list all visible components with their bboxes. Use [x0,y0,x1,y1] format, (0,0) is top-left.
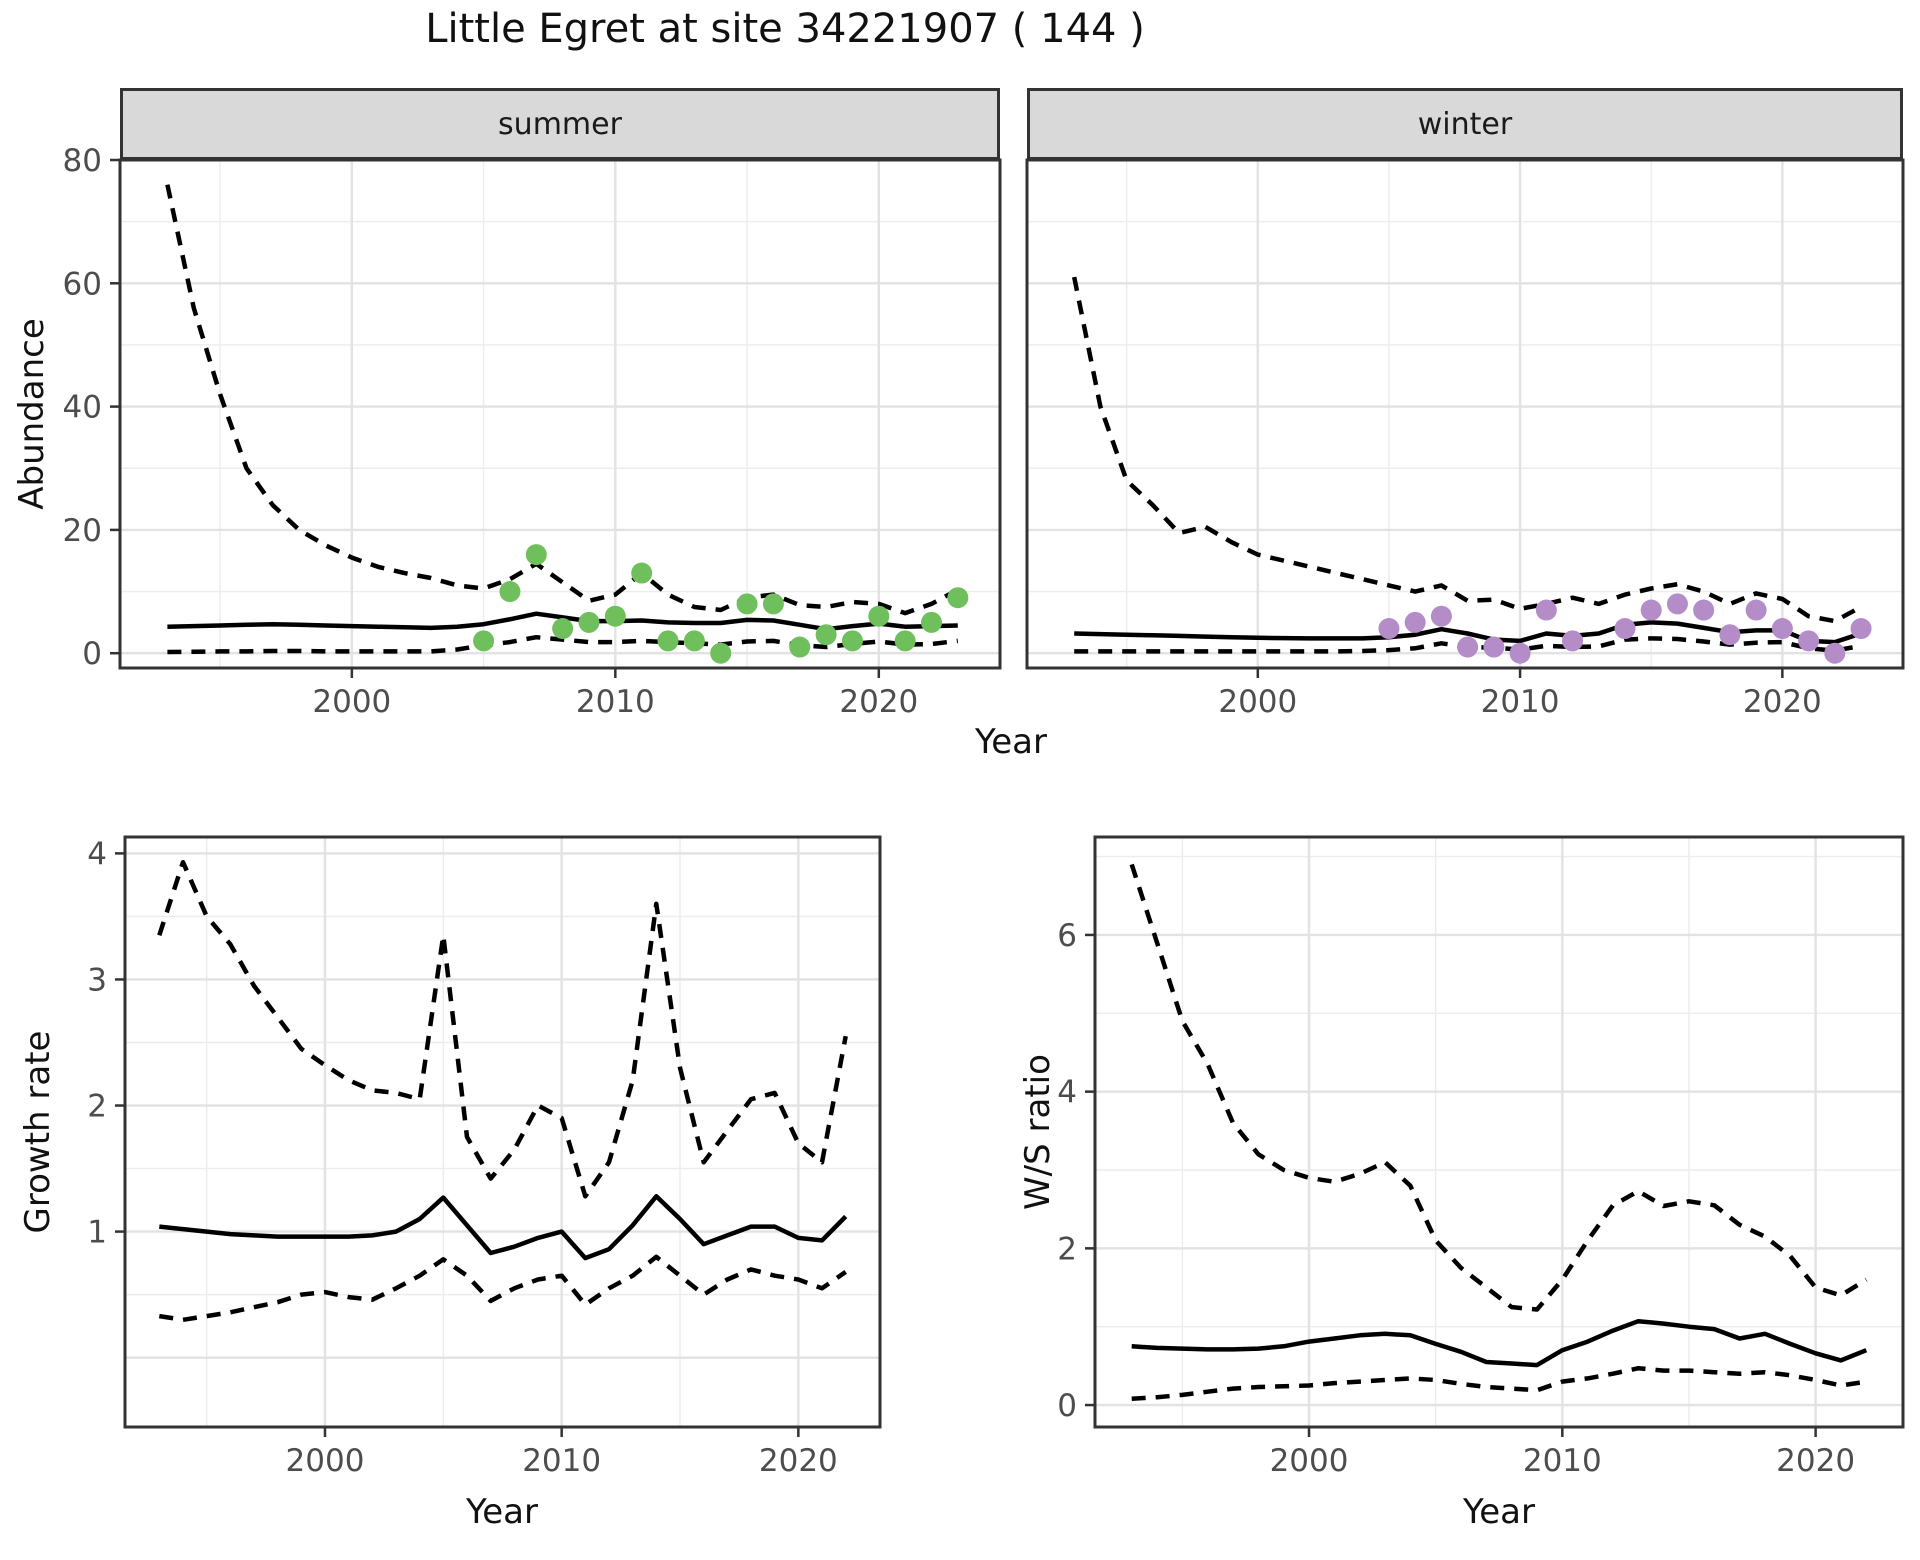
facet-strip-winter: winter [1027,88,1903,160]
abundance-summer-data-point [894,630,916,652]
chart-title: Little Egret at site 34221907 ( 144 ) [425,6,1145,52]
ws-ratio-x-tick-label: 2010 [1523,1443,1602,1479]
ws-ratio-panel-border [1093,835,1905,1429]
abundance-winter-x-tick-label: 2020 [1743,684,1822,720]
abundance-summer-data-point [631,562,653,584]
growth-rate-y-tick-label: 3 [87,962,107,998]
abundance-summer-data-point [552,618,574,640]
abundance-winter-data-point [1404,611,1426,633]
ws-ratio-x-tick-label: 2000 [1270,1443,1349,1479]
abundance-winter-data-point [1719,624,1741,646]
y-axis-title-growth-rate: Growth rate [18,1030,58,1234]
abundance-summer-data-point [868,605,890,627]
abundance-summer-y-tick-label: 20 [63,513,102,549]
abundance-winter-data-point [1693,599,1715,621]
abundance-summer-lower-ci-line [167,634,959,655]
ws-ratio-upper-ci-line [1129,863,1868,1312]
abundance-winter-data-point [1850,618,1872,640]
abundance-summer-data-point [736,593,758,615]
ws-ratio-median-line [1131,1318,1868,1368]
abundance-winter-data-point [1430,605,1452,627]
ws-ratio-y-tick-label: 2 [1057,1231,1077,1267]
abundance-summer-x-tick-label: 2010 [576,684,655,720]
abundance-summer-panel-border [118,158,1002,670]
ws-ratio-y-tick-label: 0 [1057,1388,1077,1424]
abundance-summer-data-point [499,581,521,603]
growth-rate-x-tick-label: 2020 [759,1443,838,1479]
facet-strip-summer: summer [120,88,1000,160]
abundance-winter-x-tick-label: 2000 [1218,684,1297,720]
abundance-summer-data-point [473,630,495,652]
growth-rate-background [125,837,880,1427]
ws-ratio-y-tick-label: 4 [1057,1075,1077,1111]
abundance-winter-data-point [1509,642,1531,664]
y-axis-title-ws-ratio: W/S ratio [1018,1054,1058,1210]
abundance-winter-data-point [1457,636,1479,658]
x-axis-title-year-growth: Year [466,1492,538,1532]
abundance-winter-panel-border [1025,158,1905,670]
facet-label-summer: summer [498,106,622,142]
abundance-winter-data-point [1562,630,1584,652]
abundance-summer-data-point [841,630,863,652]
growth-rate-y-tick-label: 2 [87,1089,107,1125]
growth-rate-median-line [159,1194,848,1261]
abundance-winter-background [1027,160,1903,668]
abundance-summer-data-point [578,611,600,633]
ws-ratio-lower-ci-line [1131,1365,1867,1402]
abundance-summer-data-point [683,630,705,652]
x-axis-title-year-ws: Year [1463,1492,1535,1532]
abundance-winter-data-point [1771,618,1793,640]
ws-ratio-x-tick-label: 2020 [1776,1443,1855,1479]
abundance-summer-data-point [789,636,811,658]
abundance-winter-data-point [1824,642,1846,664]
abundance-summer-data-point [604,605,626,627]
abundance-summer-background [120,160,1000,668]
growth-rate-x-tick-label: 2000 [286,1443,365,1479]
abundance-summer-y-tick-label: 0 [82,636,102,672]
ws-ratio-y-tick-label: 6 [1057,918,1077,954]
abundance-winter-data-point [1640,599,1662,621]
abundance-summer-data-point [762,593,784,615]
abundance-summer-data-point [815,624,837,646]
abundance-winter-data-point [1666,593,1688,615]
abundance-summer-x-tick-label: 2020 [839,684,918,720]
abundance-summer-y-tick-label: 40 [63,390,102,426]
growth-rate-y-tick-label: 1 [87,1215,107,1251]
abundance-winter-data-point [1745,599,1767,621]
abundance-winter-data-point [1535,599,1557,621]
abundance-winter-data-point [1798,630,1820,652]
abundance-winter-data-point [1614,618,1636,640]
abundance-summer-y-tick-label: 80 [63,143,102,179]
facet-label-winter: winter [1417,106,1513,142]
growth-rate-panel-border [123,835,882,1429]
abundance-summer-data-point [525,544,547,566]
abundance-summer-data-point [920,611,942,633]
abundance-summer-x-tick-label: 2000 [312,684,391,720]
abundance-winter-data-point [1483,636,1505,658]
abundance-summer-data-point [710,642,732,664]
abundance-winter-data-point [1378,618,1400,640]
abundance-summer-data-point [657,630,679,652]
abundance-summer-data-point [947,587,969,609]
x-axis-title-year-top: Year [975,722,1047,762]
growth-rate-x-tick-label: 2010 [522,1443,601,1479]
y-axis-title-abundance: Abundance [12,318,52,510]
abundance-winter-x-tick-label: 2010 [1481,684,1560,720]
growth-rate-lower-ci-line [158,1254,847,1323]
growth-rate-upper-ci-line [157,859,848,1199]
abundance-summer-y-tick-label: 60 [63,266,102,302]
growth-rate-y-tick-label: 4 [87,836,107,872]
